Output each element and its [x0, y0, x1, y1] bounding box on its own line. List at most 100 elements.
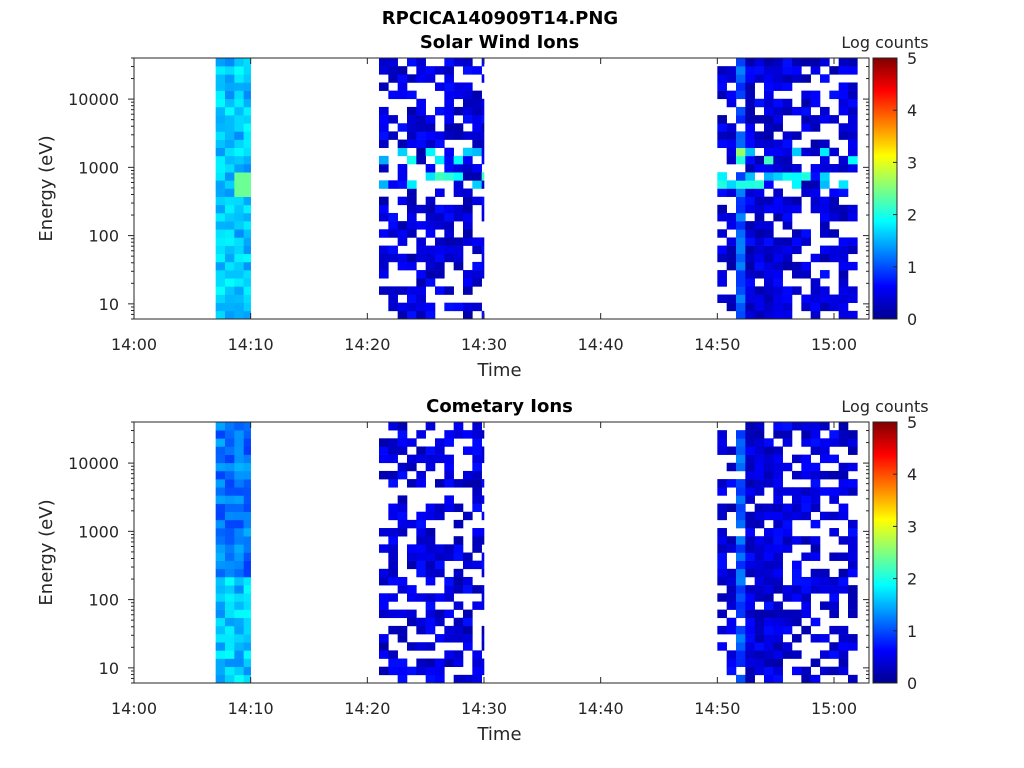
- spectrogram-cell: [717, 536, 727, 545]
- spectrogram-cell: [764, 82, 774, 91]
- spectrogram-cell: [243, 188, 251, 197]
- spectrogram-cell: [745, 519, 755, 529]
- spectrogram-cell: [754, 286, 765, 295]
- spectrogram-cell: [407, 90, 417, 100]
- spectrogram-cell: [782, 585, 793, 594]
- spectrogram-cell: [754, 503, 765, 513]
- spectrogram-cell: [472, 487, 482, 496]
- spectrogram-cell: [764, 164, 774, 173]
- spectrogram-cell: [754, 310, 765, 320]
- spectrogram-cell: [225, 270, 235, 279]
- spectrogram-cell: [754, 294, 765, 303]
- spectrogram-cell: [754, 245, 765, 255]
- spectrogram-cell: [453, 585, 464, 594]
- spectrogram-cell: [243, 625, 251, 635]
- spectrogram-cell: [225, 470, 235, 480]
- spectrogram-cell: [726, 237, 737, 246]
- spectrogram-cell: [416, 544, 426, 553]
- spectrogram-cell: [745, 196, 755, 206]
- x-tick-label: 14:00: [111, 699, 157, 718]
- spectrogram-cell: [225, 155, 235, 165]
- spectrogram-cell: [407, 221, 417, 230]
- spectrogram-cell: [425, 278, 436, 287]
- spectrogram-cell: [717, 172, 727, 181]
- spectrogram-cell: [810, 617, 821, 627]
- spectrogram-cell: [397, 609, 408, 619]
- spectrogram-cell: [792, 58, 802, 67]
- spectrogram-cell: [745, 666, 755, 676]
- spectrogram-cell: [407, 180, 417, 189]
- spectrogram-cell: [764, 552, 774, 561]
- spectrogram-cell: [234, 536, 244, 545]
- spectrogram-cell: [234, 82, 244, 91]
- spectrogram-cell: [764, 196, 774, 206]
- spectrogram-cell: [820, 74, 830, 83]
- spectrogram-cell: [407, 286, 417, 295]
- spectrogram-cell: [444, 302, 454, 312]
- spectrogram-cell: [810, 286, 821, 295]
- spectrogram-cell: [792, 609, 802, 619]
- spectrogram-cell: [215, 58, 226, 67]
- spectrogram-cell: [397, 462, 408, 472]
- spectrogram-cell: [463, 576, 473, 586]
- spectrogram-cell: [481, 237, 485, 246]
- spectrogram-cell: [425, 544, 436, 553]
- spectrogram-cell: [810, 58, 821, 67]
- spectrogram-cell: [801, 576, 811, 586]
- spectrogram-cell: [435, 155, 445, 165]
- spectrogram-cell: [848, 164, 858, 173]
- spectrogram-cell: [773, 536, 783, 545]
- spectrogram-cell: [745, 278, 755, 287]
- spectrogram-cell: [782, 294, 793, 303]
- spectrogram-cell: [481, 172, 485, 181]
- spectrogram-cell: [782, 204, 793, 214]
- spectrogram-cell: [463, 212, 473, 222]
- spectrogram-cell: [829, 625, 839, 635]
- spectrogram-cell: [215, 634, 226, 643]
- spectrogram-cell: [754, 422, 765, 431]
- spectrogram-cell: [407, 519, 417, 529]
- spectrogram-cell: [801, 229, 811, 238]
- spectrogram-cell: [848, 106, 858, 116]
- spectrogram-cell: [416, 253, 426, 263]
- spectrogram-cell: [225, 302, 235, 312]
- spectrogram-cell: [838, 90, 849, 100]
- x-axis-label: Time: [476, 360, 521, 381]
- spectrogram-cell: [782, 503, 793, 513]
- spectrogram-cell: [425, 560, 436, 570]
- spectrogram-cell: [764, 528, 774, 537]
- spectrogram-cell: [444, 462, 454, 472]
- spectrogram-cell: [388, 625, 398, 635]
- spectrogram-cell: [820, 511, 830, 521]
- spectrogram-cell: [435, 454, 445, 464]
- spectrogram-cell: [425, 568, 436, 578]
- spectrogram-cell: [481, 642, 485, 651]
- spectrogram-cell: [764, 568, 774, 578]
- spectrogram-cell: [453, 479, 464, 488]
- spectrogram-cell: [243, 511, 251, 521]
- spectrogram-cell: [820, 576, 830, 586]
- spectrogram-cell: [745, 90, 755, 100]
- colorbar-tick-label: 2: [907, 570, 917, 589]
- spectrogram-cell: [425, 617, 436, 627]
- spectrogram-cell: [736, 261, 746, 271]
- spectrogram-cell: [838, 180, 849, 189]
- spectrogram-cell: [736, 74, 746, 83]
- spectrogram-cell: [810, 568, 821, 578]
- spectrogram-cell: [215, 576, 226, 586]
- spectrogram-cell: [754, 617, 765, 627]
- spectrogram-cell: [425, 253, 436, 263]
- spectrogram-cell: [726, 462, 737, 472]
- spectrogram-cell: [736, 658, 746, 667]
- panel-title: Cometary Ions: [426, 396, 573, 417]
- spectrogram-cell: [388, 294, 398, 303]
- spectrogram-cell: [726, 503, 737, 513]
- spectrogram-cell: [838, 487, 849, 496]
- spectrogram-cell: [388, 58, 398, 67]
- spectrogram-cell: [425, 310, 436, 320]
- spectrogram-cell: [453, 617, 464, 627]
- spectrogram-cell: [243, 674, 251, 684]
- spectrogram-cell: [397, 519, 408, 529]
- spectrogram-cell: [379, 609, 389, 619]
- spectrogram-cell: [453, 188, 464, 197]
